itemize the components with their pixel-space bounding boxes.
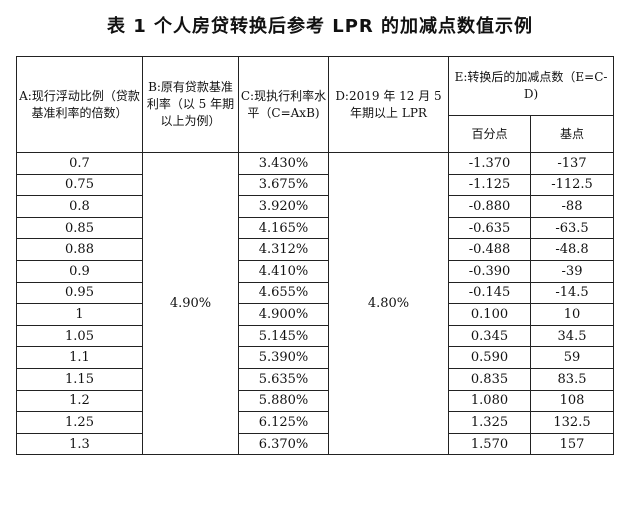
table-row: 1.2 5.880% 1.080 108 — [16, 389, 615, 413]
table-row: 1.05 5.145% 0.345 34.5 — [16, 324, 615, 348]
cell-current-rate: 5.145% — [238, 324, 329, 348]
cell-basis-points: 157 — [529, 432, 615, 456]
table-row: 0.75 3.675% -1.125 -112.5 — [16, 173, 615, 197]
cell-percentage-points: -0.390 — [448, 259, 531, 283]
table-row: 0.7 4.90% 3.430% 4.80% -1.370 -137 — [16, 151, 615, 456]
table-title: 表 1 个人房贷转换后参考 LPR 的加减点数值示例 — [106, 16, 534, 37]
cell-floating-ratio: 0.88 — [16, 238, 143, 261]
cell-current-rate: 4.900% — [238, 303, 329, 326]
cell-current-rate: 6.125% — [238, 411, 329, 434]
cell-floating-ratio: 0.8 — [16, 195, 143, 218]
cell-basis-points: 83.5 — [529, 367, 615, 391]
cell-current-rate: 4.165% — [238, 216, 329, 240]
header-base-rate: B:原有贷款基准利率（以 5 年期以上为例） — [142, 56, 239, 153]
cell-floating-ratio: 0.9 — [16, 259, 143, 283]
cell-basis-points: 34.5 — [529, 324, 615, 348]
cell-percentage-points: 1.080 — [448, 389, 531, 413]
cell-basis-points: -39 — [529, 259, 615, 283]
cell-floating-ratio: 0.7 — [16, 152, 143, 175]
cell-basis-points: -137 — [529, 152, 615, 175]
cell-floating-ratio: 1.05 — [16, 324, 143, 348]
cell-current-rate: 4.410% — [238, 259, 329, 283]
cell-floating-ratio: 0.85 — [16, 216, 143, 240]
cell-current-rate: 5.880% — [238, 389, 329, 413]
header-current-rate: C:现执行利率水平（C=AxB) — [238, 56, 329, 153]
cell-percentage-points: 0.835 — [448, 367, 531, 391]
cell-current-rate: 4.655% — [238, 281, 329, 305]
cell-basis-points: -48.8 — [529, 238, 615, 261]
cell-current-rate: 3.920% — [238, 195, 329, 218]
header-floating-ratio: A:现行浮动比例（贷款基准利率的倍数） — [16, 56, 143, 153]
header-basis-points: 基点 — [529, 115, 615, 153]
cell-floating-ratio: 1 — [16, 303, 143, 326]
cell-current-rate: 4.312% — [238, 238, 329, 261]
cell-current-rate: 3.430% — [238, 152, 329, 175]
cell-floating-ratio: 1.15 — [16, 367, 143, 391]
cell-percentage-points: 0.100 — [448, 303, 531, 326]
table-row: 1.25 6.125% 1.325 132.5 — [16, 411, 615, 434]
cell-percentage-points: 1.325 — [448, 411, 531, 434]
cell-basis-points: -14.5 — [529, 281, 615, 305]
cell-floating-ratio: 0.75 — [16, 173, 143, 197]
table-row: 1.1 5.390% 0.590 59 — [16, 346, 615, 369]
cell-percentage-points: -1.125 — [448, 173, 531, 197]
cell-basis-points: -112.5 — [529, 173, 615, 197]
header-spread: E:转换后的加减点数（E=C-D) — [447, 56, 615, 116]
cell-basis-points: 59 — [529, 346, 615, 369]
cell-percentage-points: -0.488 — [448, 238, 531, 261]
table-row: 1.15 5.635% 0.835 83.5 — [16, 367, 615, 391]
cell-basis-points: 132.5 — [529, 411, 615, 434]
cell-percentage-points: -0.635 — [448, 216, 531, 240]
cell-current-rate: 5.635% — [238, 367, 329, 391]
cell-basis-points: 108 — [529, 389, 615, 413]
header-lpr: D:2019 年 12 月 5 年期以上 LPR — [328, 56, 449, 153]
cell-percentage-points: 1.570 — [448, 432, 531, 456]
cell-current-rate: 3.675% — [238, 173, 329, 197]
cell-basis-points: -88 — [529, 195, 615, 218]
cell-base-rate: 4.90% — [142, 151, 239, 456]
cell-floating-ratio: 1.1 — [16, 346, 143, 369]
lpr-conversion-table: A:现行浮动比例（贷款基准利率的倍数） B:原有贷款基准利率（以 5 年期以上为… — [16, 56, 615, 456]
table-row: 0.95 4.655% -0.145 -14.5 — [16, 281, 615, 305]
cell-floating-ratio: 1.3 — [16, 432, 143, 456]
table-row: 0.85 4.165% -0.635 -63.5 — [16, 216, 615, 240]
cell-percentage-points: -0.880 — [448, 195, 531, 218]
table-row: 1.3 6.370% 1.570 157 — [16, 432, 615, 456]
cell-floating-ratio: 0.95 — [16, 281, 143, 305]
cell-basis-points: -63.5 — [529, 216, 615, 240]
cell-current-rate: 6.370% — [238, 432, 329, 456]
table-row: 0.9 4.410% -0.390 -39 — [16, 259, 615, 283]
cell-percentage-points: 0.590 — [448, 346, 531, 369]
cell-current-rate: 5.390% — [238, 346, 329, 369]
cell-lpr: 4.80% — [328, 151, 449, 456]
table-row: 1 4.900% 0.100 10 — [16, 303, 615, 326]
header-percentage-points: 百分点 — [448, 115, 531, 153]
cell-basis-points: 10 — [529, 303, 615, 326]
cell-percentage-points: -1.370 — [448, 152, 531, 175]
cell-floating-ratio: 1.25 — [16, 411, 143, 434]
table-row: 0.88 4.312% -0.488 -48.8 — [16, 238, 615, 261]
cell-percentage-points: 0.345 — [448, 324, 531, 348]
table-row: 0.8 3.920% -0.880 -88 — [16, 195, 615, 218]
cell-percentage-points: -0.145 — [448, 281, 531, 305]
cell-floating-ratio: 1.2 — [16, 389, 143, 413]
